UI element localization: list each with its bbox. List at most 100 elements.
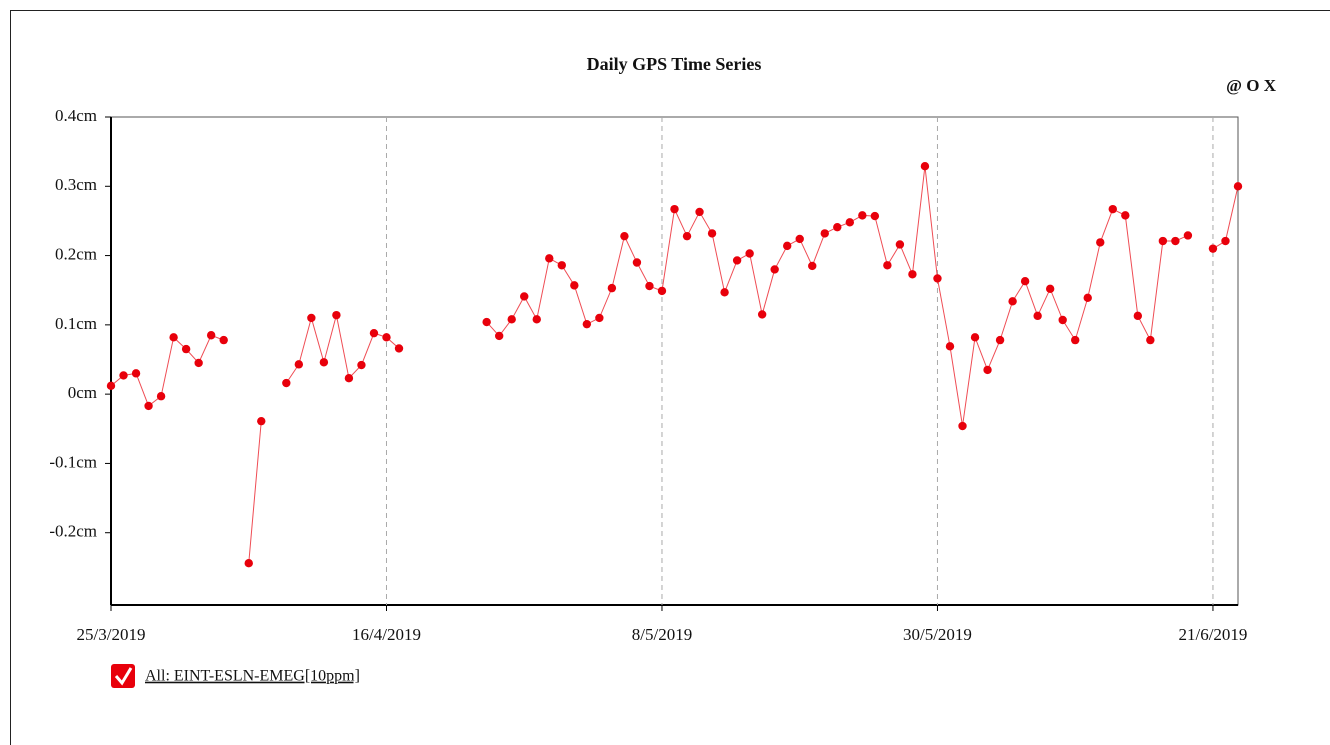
data-point (106, 381, 116, 391)
data-point (1008, 297, 1017, 306)
data-point (883, 261, 892, 270)
data-point (933, 274, 942, 283)
data-point (682, 231, 692, 241)
y-tick-label: 0.4cm (55, 106, 97, 125)
data-point (257, 416, 266, 426)
data-point (1146, 335, 1155, 345)
data-point (1033, 311, 1042, 321)
data-point (319, 358, 329, 367)
data-point (858, 211, 867, 220)
data-point (1183, 231, 1193, 240)
data-point (707, 229, 717, 238)
data-point (632, 258, 642, 267)
data-point (181, 344, 191, 354)
data-point (732, 256, 742, 265)
data-point (1208, 244, 1218, 253)
data-point (870, 211, 880, 221)
y-tick-label: -0.2cm (49, 522, 97, 541)
data-point (783, 241, 792, 251)
toolbar[interactable]: @ O X (1226, 76, 1277, 95)
data-point (582, 319, 592, 329)
data-point (995, 335, 1005, 345)
data-point (757, 310, 767, 319)
data-point (307, 313, 316, 323)
data-point (282, 378, 291, 388)
data-point (1221, 236, 1230, 246)
frame (10, 10, 1330, 745)
data-point (958, 421, 967, 431)
data-point (344, 374, 354, 383)
data-point (1071, 335, 1080, 345)
data-point (1083, 293, 1092, 303)
data-point (720, 288, 729, 297)
data-point (795, 234, 804, 244)
data-point (532, 315, 541, 324)
data-point (657, 286, 667, 296)
y-tick-label: 0.2cm (55, 244, 97, 263)
data-point (607, 283, 617, 293)
data-point (206, 331, 216, 340)
data-point (369, 328, 379, 338)
data-point (595, 313, 604, 323)
legend-label[interactable]: All: EINT-ESLN-EMEG[10ppm] (145, 668, 360, 685)
data-point (745, 249, 754, 258)
data-point (156, 392, 166, 401)
data-point (1158, 236, 1168, 246)
check-icon (114, 667, 133, 686)
x-tick-label: 25/3/2019 (77, 625, 146, 644)
data-point (1171, 236, 1180, 246)
data-point (895, 240, 905, 249)
y-tick-label: -0.1cm (49, 452, 97, 471)
data-point (144, 401, 153, 411)
data-point (219, 335, 228, 345)
data-point (1133, 311, 1143, 321)
data-point (119, 371, 128, 380)
data-point (520, 292, 529, 301)
data-point (845, 218, 855, 227)
data-point (194, 358, 203, 368)
x-tick-label: 16/4/2019 (352, 625, 421, 644)
data-point (570, 281, 579, 290)
data-point (945, 342, 955, 351)
data-point (482, 317, 491, 327)
data-point (695, 207, 704, 217)
data-point (908, 270, 917, 279)
data-point (557, 261, 566, 270)
data-point (244, 559, 253, 568)
data-point (770, 265, 779, 274)
data-point (1233, 182, 1243, 191)
x-tick-label: 8/5/2019 (632, 625, 692, 644)
data-point (920, 161, 930, 171)
data-point (970, 333, 980, 342)
data-point (382, 333, 391, 342)
x-tick-label: 30/5/2019 (903, 625, 972, 644)
data-point (545, 254, 554, 263)
data-point (620, 231, 629, 241)
data-point (1096, 238, 1105, 247)
data-point (332, 310, 341, 320)
chart-title: Daily GPS Time Series (587, 54, 762, 74)
data-point (808, 261, 817, 271)
data-point (1058, 315, 1067, 325)
plot-frame (110, 116, 1239, 606)
data-point (670, 204, 679, 214)
data-point (294, 360, 304, 369)
data-point (833, 222, 842, 232)
y-tick-label: 0.1cm (55, 314, 97, 333)
data-point (131, 369, 141, 378)
data-point (1108, 204, 1117, 214)
data-point (1045, 284, 1055, 294)
data-point (394, 344, 404, 353)
data-point (645, 281, 654, 291)
series-line (110, 166, 1239, 564)
data-point (507, 315, 516, 324)
data-point (983, 365, 992, 375)
data-point (169, 333, 178, 342)
data-point (494, 331, 504, 341)
legend-checkbox[interactable] (111, 664, 135, 688)
y-tick-label: 0.3cm (55, 175, 97, 194)
x-tick-label: 21/6/2019 (1178, 625, 1247, 644)
data-point (820, 229, 829, 238)
